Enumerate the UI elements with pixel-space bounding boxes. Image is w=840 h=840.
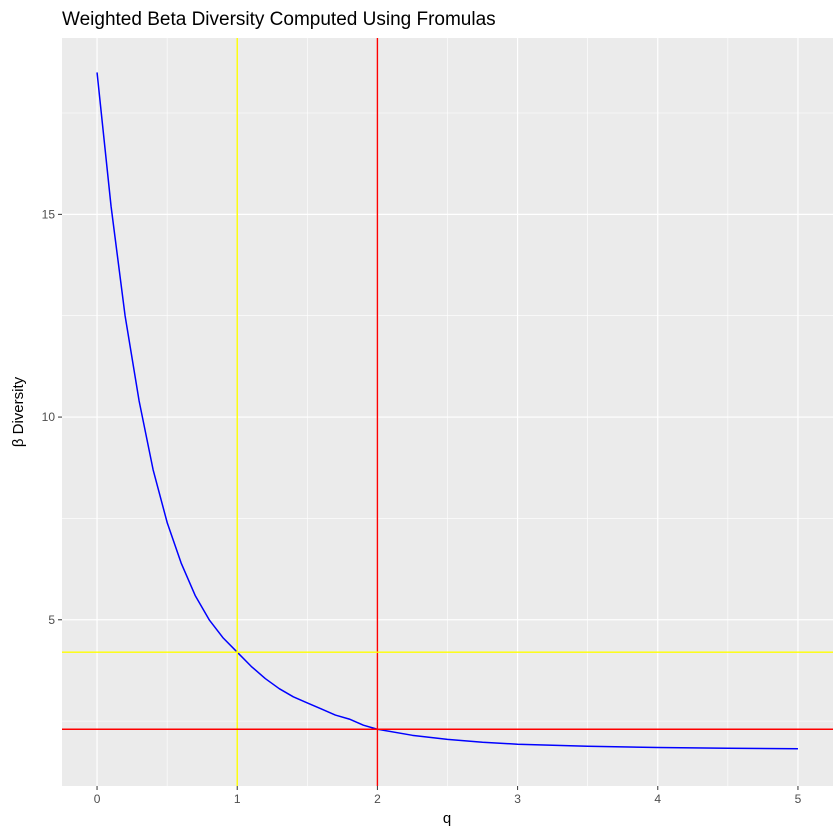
x-tick-label: 4 — [654, 792, 661, 806]
y-axis-title: β Diversity — [10, 376, 27, 447]
x-tick-label: 1 — [234, 792, 241, 806]
y-axis: 5 10 15 — [42, 207, 62, 627]
x-tick-label: 0 — [94, 792, 101, 806]
y-tick-label: 15 — [42, 207, 56, 221]
x-tick-label: 2 — [374, 792, 381, 806]
x-axis-title: q — [443, 810, 451, 827]
series-layer — [96, 72, 798, 750]
y-tick-label: 5 — [48, 613, 55, 627]
x-tick-label: 3 — [514, 792, 521, 806]
grid-minor — [62, 38, 833, 786]
x-axis: 0 1 2 3 4 5 — [94, 786, 802, 806]
y-tick-label: 10 — [42, 410, 56, 424]
series-line-0 — [96, 72, 798, 750]
reference-lines — [62, 38, 833, 786]
chart-title: Weighted Beta Diversity Computed Using F… — [62, 9, 496, 30]
x-tick-label: 5 — [795, 792, 802, 806]
